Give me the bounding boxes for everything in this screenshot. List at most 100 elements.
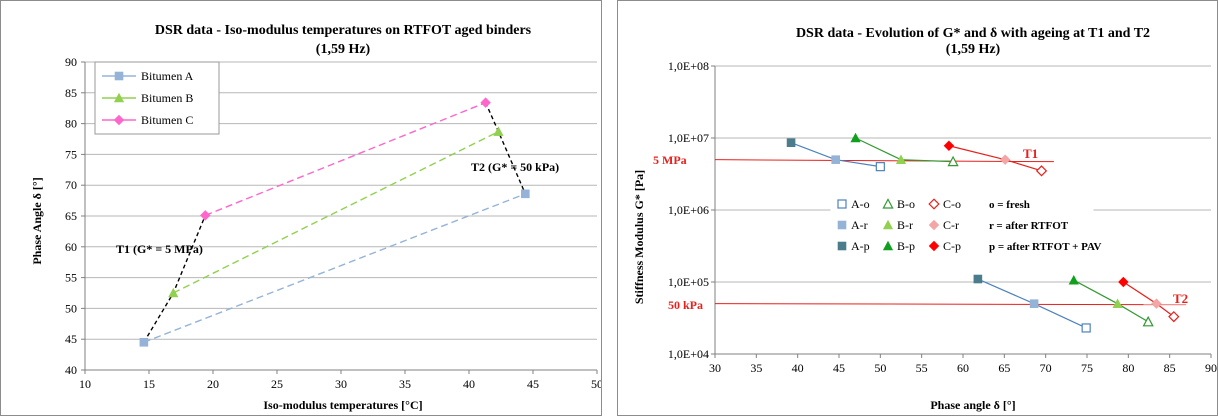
y-tick-label: 1,0E+08 (668, 59, 709, 73)
data-point-a-at-t2 (973, 274, 983, 284)
legend-note: p = after RTFOT + PAV (989, 241, 1102, 253)
legend-marker-a-o (837, 199, 847, 209)
x-tick-label: 35 (399, 377, 411, 391)
data-point-a-at-t2 (1081, 323, 1091, 333)
annotation-t1: T1 (G* = 5 MPa) (116, 242, 203, 256)
data-point-b-at-t2 (1068, 274, 1079, 285)
legend-marker-a-r (837, 220, 847, 230)
data-point-b-at-t2 (1112, 298, 1123, 308)
legend-label-a-r: A-r (851, 218, 868, 232)
data-point-bitumen-a (139, 337, 149, 347)
data-point-c-at-t1 (1035, 165, 1048, 177)
x-axis-label: Iso-modulus temperatures [°C] (263, 398, 422, 412)
series-line-bitumen-c (205, 102, 486, 217)
y-tick-label: 55 (65, 271, 77, 285)
x-tick-label: 35 (750, 361, 762, 375)
legend-marker-bitumen-c (113, 114, 125, 126)
legend-label-c-o: C-o (943, 197, 961, 211)
legend: Bitumen A Bitumen B Bitumen C (94, 61, 220, 135)
legend-marker-c-p (928, 240, 940, 252)
legend-box (830, 190, 1094, 264)
y-tick-label: 60 (65, 240, 77, 254)
legend-marker-bitumen-b (113, 92, 125, 103)
iso-modulus-chart: DSR data - Iso-modulus temperatures on R… (30, 23, 601, 412)
data-point-c-at-t2 (1118, 276, 1129, 288)
legend-marker-c-o (928, 198, 940, 210)
data-point-c-at-t1 (943, 140, 955, 151)
data-point-bitumen-c (480, 97, 491, 108)
legend-label-b-r: B-r (897, 218, 913, 232)
legend-marker-c-r (928, 219, 940, 231)
x-tick-label: 30 (709, 361, 721, 375)
y-tick-label: 1,0E+06 (668, 203, 709, 217)
legend-marker-bitumen-a (114, 71, 124, 81)
x-tick-label: 50 (591, 377, 601, 391)
x-tick-label: 80 (1122, 361, 1134, 375)
chart-subtitle: (1,59 Hz) (316, 42, 371, 57)
y-tick-label: 80 (65, 117, 77, 131)
data-point-b-at-t1 (850, 132, 861, 143)
x-tick-label: 50 (874, 361, 886, 375)
plot-area: 1,0E+04 1,0E+05 1,0E+06 1,0E+07 1,0E+08 30 35 4… (668, 59, 1217, 375)
x-tick-label: 40 (792, 361, 804, 375)
x-tick-label: 45 (527, 377, 539, 391)
y-tick-label: 1,0E+07 (668, 131, 709, 145)
reference-tag-t2: T2 (1173, 291, 1188, 306)
annotation-t2: T2 (G* = 50 kPa) (471, 160, 559, 174)
series-line-b-at-t2 (1073, 279, 1149, 323)
legend-label-a-o: A-o (851, 197, 870, 211)
series-line-bitumen-b (173, 130, 499, 294)
data-point-c-at-t1 (999, 154, 1011, 165)
legend-note: o = fresh (989, 199, 1030, 211)
plot-area: 40 45 50 55 60 65 70 75 80 85 90 10 15 20 25 30 35 40 45 50 (65, 55, 601, 391)
legend-marker-b-p (882, 240, 894, 251)
legend-label-c-p: C-p (943, 239, 961, 253)
data-point-c-at-t2 (1151, 298, 1162, 309)
y-tick-label: 70 (65, 178, 77, 192)
legend-label-b-p: B-p (897, 239, 915, 253)
x-axis-label: Phase angle δ [°] (930, 398, 1015, 412)
y-axis-label: Stiffness Modulus G* [Pa] (632, 170, 646, 304)
data-point-bitumen-c (200, 210, 211, 221)
legend-note: r = after RTFOT (989, 220, 1069, 232)
x-tick-label: 25 (271, 377, 283, 391)
data-point-b-at-t1 (895, 154, 907, 164)
y-tick-label: 75 (65, 147, 77, 161)
data-point-a-at-t1 (831, 155, 840, 164)
y-tick-label: 85 (65, 86, 77, 100)
iso-modulus-chart-panel: DSR data - Iso-modulus temperatures on R… (0, 0, 602, 416)
x-tick-label: 55 (916, 361, 928, 375)
y-tick-label: 65 (65, 209, 77, 223)
legend-label-bitumen-b: Bitumen B (141, 91, 193, 105)
chart-title: DSR data - Iso-modulus temperatures on R… (155, 23, 532, 38)
x-tick-label: 10 (79, 377, 91, 391)
stiffness-evolution-chart-panel: DSR data - Evolution of G* and δ with ag… (617, 0, 1218, 416)
data-point-b-at-t1 (947, 155, 959, 167)
y-tick-label: 45 (65, 332, 77, 346)
series-line-bitumen-a (143, 193, 526, 343)
y-tick-label: 1,0E+04 (668, 347, 709, 361)
data-point-c-at-t2 (1168, 311, 1180, 323)
data-point-b-at-t2 (1142, 315, 1154, 327)
y-axis-label: Phase Angle δ [°] (30, 177, 44, 264)
legend-marker-b-o (882, 198, 894, 209)
legend-label-bitumen-a: Bitumen A (141, 69, 194, 83)
data-point-a-at-t1 (875, 162, 885, 172)
y-tick-label: 50 (65, 301, 77, 315)
data-point-a-at-t2 (1029, 299, 1039, 308)
data-point-bitumen-b (168, 287, 179, 298)
chart-subtitle: (1,59 Hz) (946, 42, 1001, 57)
y-tick-label: 90 (65, 55, 77, 69)
legend: A-o B-o C-o A-r B-r C-r A-p B-p C-p o = fresh r = … (830, 190, 1102, 264)
legend-label-bitumen-c: Bitumen C (141, 113, 193, 127)
stiffness-evolution-chart: DSR data - Evolution of G* and δ with ag… (632, 26, 1217, 412)
data-point-bitumen-a (521, 189, 530, 199)
data-point-bitumen-b (493, 126, 504, 136)
reference-line-50kpa (714, 303, 1187, 306)
y-tick-label: 1,0E+05 (668, 275, 709, 289)
x-tick-label: 60 (957, 361, 969, 375)
x-tick-label: 15 (143, 377, 155, 391)
legend-label-b-o: B-o (897, 197, 915, 211)
x-tick-label: 20 (207, 377, 219, 391)
x-tick-label: 45 (833, 361, 845, 375)
